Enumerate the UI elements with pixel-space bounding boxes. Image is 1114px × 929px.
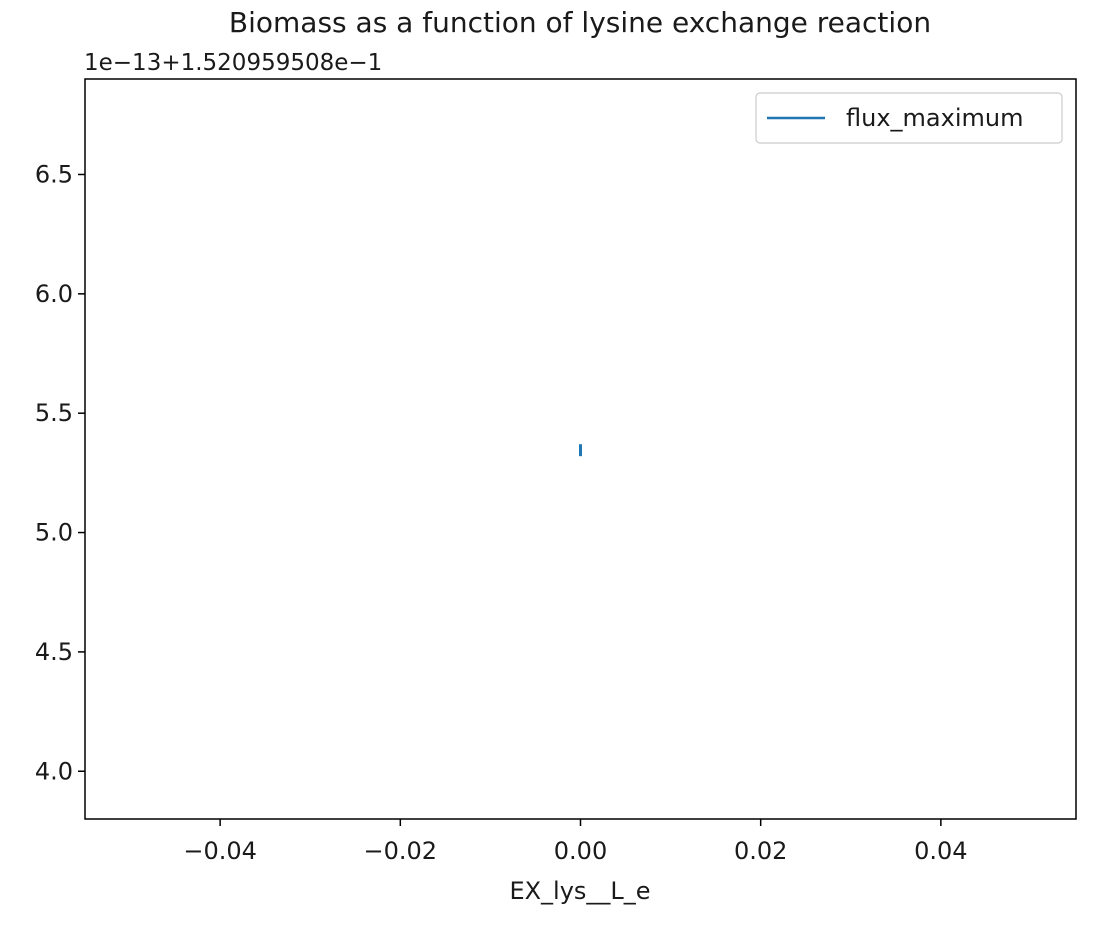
x-tick-label: 0.02 <box>734 837 787 865</box>
y-tick-label: 6.5 <box>35 160 73 188</box>
x-axis-label: EX_lys__L_e <box>509 877 650 905</box>
x-tick-label: 0.00 <box>554 837 607 865</box>
x-tick-label: −0.04 <box>183 837 257 865</box>
legend: flux_maximum <box>755 92 1063 144</box>
x-axis-ticks: −0.04 −0.02 0.00 0.02 0.04 <box>183 819 968 865</box>
x-tick-label: −0.02 <box>364 837 438 865</box>
y-tick-label: 5.5 <box>35 399 73 427</box>
y-tick-label: 4.0 <box>35 757 73 785</box>
plot-frame <box>84 78 1077 820</box>
y-axis-ticks: 4.0 4.5 5.0 5.5 6.0 6.5 <box>35 160 85 785</box>
y-tick-label: 6.0 <box>35 280 73 308</box>
x-tick-label: 0.04 <box>914 837 967 865</box>
y-tick-label: 5.0 <box>35 519 73 547</box>
y-axis-offset-label: 1e−13+1.520959508e−1 <box>84 50 382 76</box>
legend-box <box>755 92 1063 144</box>
chart-title: Biomass as a function of lysine exchange… <box>229 6 931 39</box>
legend-label: flux_maximum <box>846 104 1023 132</box>
y-tick-label: 4.5 <box>35 638 73 666</box>
